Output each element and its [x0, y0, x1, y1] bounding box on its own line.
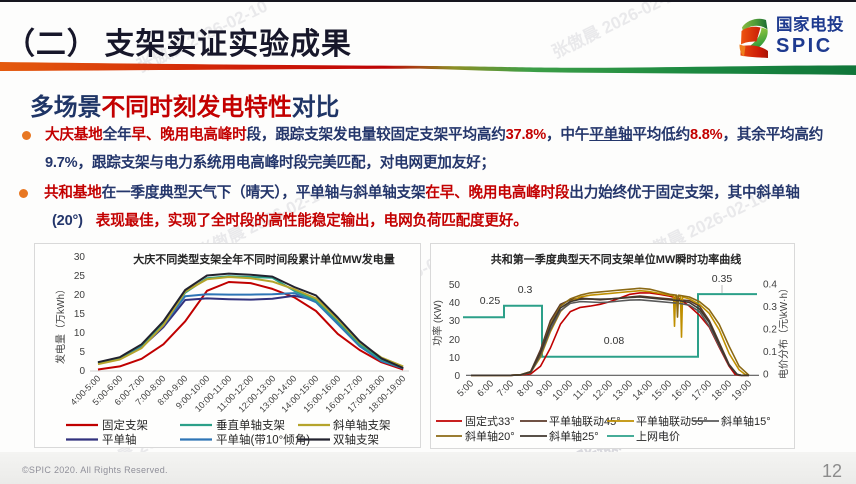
svg-text:5: 5: [79, 347, 85, 358]
svg-text:0.35: 0.35: [712, 273, 733, 285]
svg-text:上网电价: 上网电价: [636, 430, 680, 443]
svg-text:0.08: 0.08: [604, 335, 625, 347]
svg-text:0: 0: [763, 370, 769, 381]
svg-text:斜单轴25°: 斜单轴25°: [549, 429, 599, 443]
svg-text:固定支架: 固定支架: [102, 418, 148, 432]
svg-text:0.25: 0.25: [480, 295, 501, 307]
svg-text:50: 50: [449, 280, 461, 291]
svg-text:大庆不同类型支架全年不同时间段累计单位MW发电量: 大庆不同类型支架全年不同时间段累计单位MW发电量: [133, 252, 395, 266]
svg-text:20: 20: [449, 335, 461, 346]
svg-text:平单轴: 平单轴: [102, 433, 137, 447]
svg-text:20: 20: [74, 290, 86, 301]
svg-text:0: 0: [79, 366, 85, 377]
svg-text:双轴支架: 双轴支架: [333, 433, 379, 447]
svg-text:共和第一季度典型天不同支架单位MW瞬时功率曲线: 共和第一季度典型天不同支架单位MW瞬时功率曲线: [491, 252, 742, 266]
svg-text:斜单轴20°: 斜单轴20°: [465, 429, 515, 443]
svg-text:平单轴(带10°倾角): 平单轴(带10°倾角): [216, 433, 310, 447]
svg-text:垂直单轴支架: 垂直单轴支架: [216, 418, 285, 432]
svg-text:斜单轴15°: 斜单轴15°: [721, 414, 771, 428]
svg-text:10: 10: [74, 328, 86, 339]
svg-text:电价分布（元\kW·h）: 电价分布（元\kW·h）: [777, 283, 790, 379]
svg-text:0.4: 0.4: [763, 280, 777, 291]
svg-text:30: 30: [449, 316, 461, 327]
svg-text:0.3: 0.3: [518, 284, 533, 296]
svg-text:0.2: 0.2: [763, 325, 777, 336]
svg-text:0: 0: [454, 371, 460, 382]
svg-text:功率 (KW): 功率 (KW): [431, 300, 444, 346]
svg-text:平单轴联动45°: 平单轴联动45°: [549, 414, 621, 428]
svg-text:15: 15: [74, 309, 86, 320]
svg-text:10: 10: [449, 353, 461, 364]
svg-text:30: 30: [74, 252, 86, 263]
svg-text:0.1: 0.1: [763, 347, 777, 358]
svg-text:0.3: 0.3: [763, 302, 777, 313]
svg-text:发电量（万kWh）: 发电量（万kWh）: [54, 284, 67, 364]
svg-text:平单轴联动55°: 平单轴联动55°: [636, 414, 708, 428]
svg-text:固定式33°: 固定式33°: [465, 414, 515, 428]
svg-text:25: 25: [74, 271, 86, 282]
svg-text:40: 40: [449, 298, 461, 309]
svg-text:斜单轴支架: 斜单轴支架: [333, 418, 391, 432]
